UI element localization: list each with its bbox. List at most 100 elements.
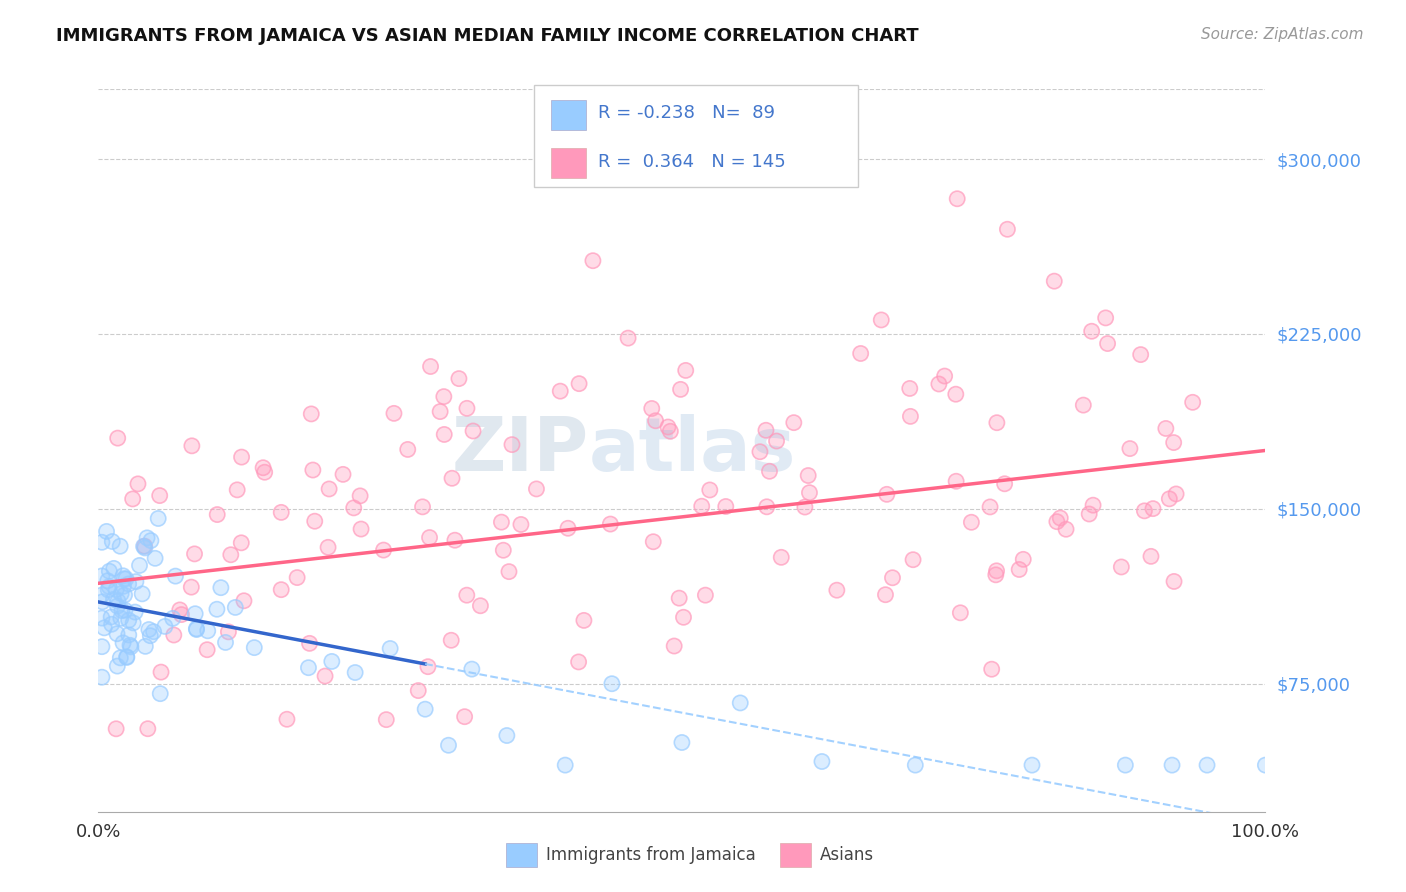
Point [114,603,136,617]
Point [105,626,128,640]
Point [934,369,956,384]
Point [138,623,160,637]
Text: atlas: atlas [589,414,796,487]
Point [143,551,166,566]
Point [139,533,162,548]
Point [96,524,118,539]
Point [304,514,326,528]
Point [898,381,921,395]
Point [195,642,218,657]
Point [118,638,141,652]
Point [671,735,693,749]
Point [413,702,436,716]
Point [875,588,897,602]
Point [984,567,1007,582]
Point [112,572,135,586]
Point [1080,324,1102,338]
Point [440,633,463,648]
Point [755,423,778,437]
Point [882,571,904,585]
Text: Asians: Asians [820,847,873,864]
Point [928,376,950,391]
Point [124,605,146,619]
Point [180,580,202,594]
Point [755,500,778,514]
Point [136,531,159,545]
Point [214,635,236,649]
Text: R =  0.364   N = 145: R = 0.364 N = 145 [598,153,786,170]
Point [298,636,321,650]
Point [1111,560,1133,574]
Point [1078,507,1101,521]
Point [90,670,112,684]
Point [554,758,576,772]
Point [127,476,149,491]
Point [343,500,366,515]
Point [416,659,439,673]
Point [114,603,136,617]
Point [90,569,112,583]
Point [184,607,207,621]
Point [396,442,419,457]
Point [641,401,664,416]
Point [1129,348,1152,362]
Point [134,640,156,654]
Point [1119,442,1142,456]
Point [101,534,124,549]
Text: Source: ZipAtlas.com: Source: ZipAtlas.com [1201,27,1364,42]
Point [90,670,112,684]
Point [285,570,308,584]
Point [90,611,112,625]
Point [207,508,229,522]
Point [783,416,806,430]
Point [730,696,752,710]
Point [103,592,125,607]
Point [107,431,129,445]
Point [793,500,815,514]
Point [979,500,1001,514]
Point [1054,522,1077,536]
Point [112,579,135,593]
Point [433,427,456,442]
Point [103,561,125,575]
Point [1254,758,1277,772]
Point [491,515,513,529]
Point [120,640,142,654]
Point [276,712,298,726]
Point [793,500,815,514]
Point [253,465,276,479]
Point [117,577,139,591]
Point [690,500,713,514]
Point [994,476,1017,491]
Point [945,387,967,401]
Point [297,661,319,675]
Point [690,500,713,514]
Point [437,738,460,752]
Point [163,628,186,642]
Point [380,641,402,656]
Point [107,594,129,608]
Point [231,450,253,464]
Point [456,401,478,416]
Point [945,475,967,489]
Point [350,522,373,536]
Point [150,665,173,679]
Point [811,755,834,769]
Point [659,424,682,438]
Point [170,607,193,622]
Point [142,624,165,639]
Point [163,628,186,642]
Point [214,635,236,649]
Point [453,709,475,723]
Point [299,407,322,421]
Point [112,636,135,650]
Point [243,640,266,655]
Point [557,521,579,535]
Point [134,541,156,555]
Point [568,376,591,391]
Point [90,588,112,602]
Point [406,683,429,698]
Point [117,577,139,591]
Point [299,407,322,421]
Point [668,591,690,606]
